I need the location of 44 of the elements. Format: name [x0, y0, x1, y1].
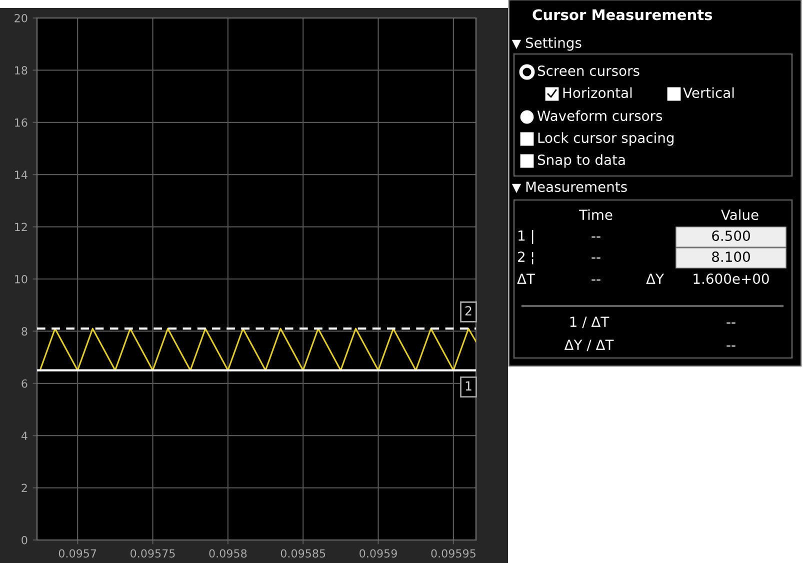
text: Snap to data [538, 154, 625, 168]
text: Value [721, 209, 758, 220]
text: -- [726, 345, 736, 347]
y-tick-label: 10 [15, 274, 28, 284]
text: -- [592, 279, 600, 281]
y-tick-label: 16 [15, 118, 28, 127]
text: Time [578, 209, 612, 220]
text: Measurements [526, 182, 627, 192]
text: -- [592, 236, 600, 238]
text: Screen cursors [538, 66, 640, 76]
x-tick-label: 0.0958 [209, 549, 247, 558]
text: -- [592, 257, 600, 259]
text: Cursor Measurements [532, 9, 712, 20]
text: 8.100 [712, 252, 750, 262]
x-tick-label: 0.0957 [58, 549, 96, 558]
y-tick-label: 14 [15, 170, 28, 179]
text: 2 ¦ [518, 252, 534, 264]
text: -- [726, 322, 736, 324]
x-tick-label: 0.0959 [360, 549, 397, 558]
text: ΔY / ΔT [564, 340, 614, 352]
text: ΔT [517, 274, 536, 284]
y-tick-label: 0 [22, 536, 28, 544]
text: Waveform cursors [537, 110, 662, 122]
y-tick-label: 2 [22, 484, 27, 492]
text: 6.500 [712, 230, 750, 242]
y-tick-label: 18 [15, 66, 28, 75]
y-tick-label: 6 [22, 379, 28, 388]
x-tick-label: 0.09585 [280, 549, 326, 558]
text: ΔY [646, 274, 664, 284]
text: Horizontal [563, 87, 632, 98]
annotation: 1 [466, 381, 472, 390]
y-tick-label: 12 [15, 222, 27, 232]
x-tick-label: 0.09595 [431, 549, 476, 558]
text: Vertical [683, 87, 734, 98]
text: Settings [526, 37, 582, 51]
text: 1 | [518, 230, 534, 244]
y-tick-label: 4 [21, 432, 28, 440]
text: 1.600e+00 [694, 274, 769, 284]
annotation: 2 [465, 306, 472, 316]
y-tick-label: 20 [14, 14, 28, 22]
text: Lock cursor spacing [538, 132, 674, 146]
text: 1 / ΔT [570, 316, 610, 328]
y-tick-label: 8 [22, 327, 28, 336]
x-tick-label: 0.09575 [130, 549, 175, 558]
